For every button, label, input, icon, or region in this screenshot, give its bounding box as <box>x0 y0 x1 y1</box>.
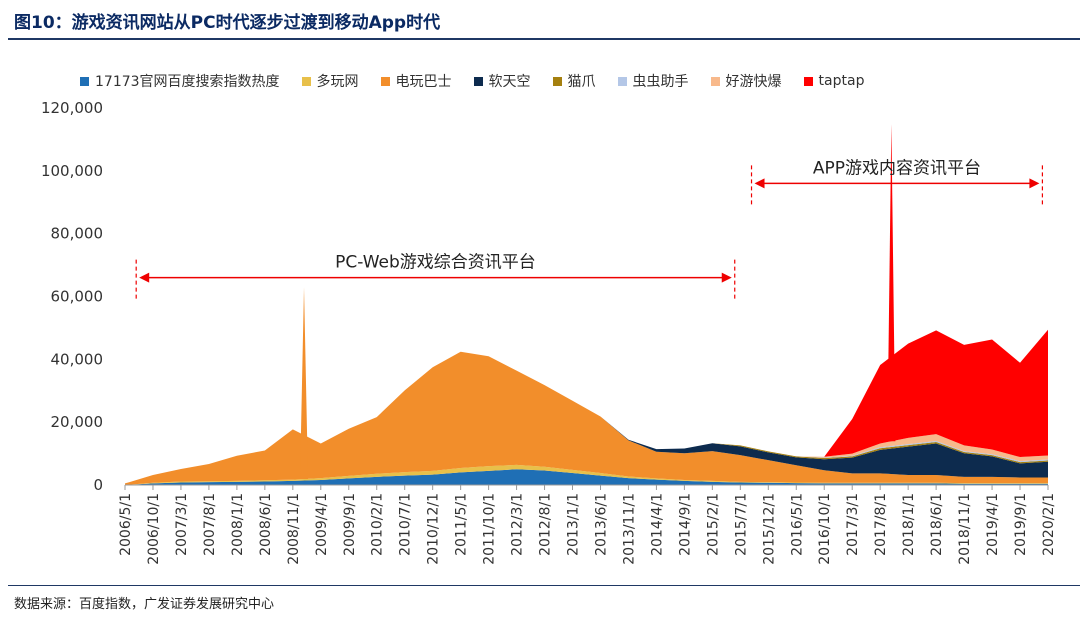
x-tick-label: 2019/4/1 <box>985 493 1001 556</box>
legend-label: taptap <box>818 73 865 89</box>
legend-label: 虫虫助手 <box>632 74 689 90</box>
legend-swatch <box>380 76 390 86</box>
x-tick-label: 2010/7/1 <box>398 493 414 556</box>
source-divider <box>8 585 1080 586</box>
x-tick-label: 2015/2/1 <box>705 493 721 556</box>
x-tick-label: 2013/1/1 <box>566 493 582 556</box>
x-tick-label: 2018/6/1 <box>929 493 945 556</box>
legend-item: 电玩巴士 <box>380 71 452 91</box>
x-tick-label: 2007/3/1 <box>174 493 190 556</box>
x-tick-label: 2009/4/1 <box>314 493 330 556</box>
x-tick-label: 2018/11/1 <box>957 493 973 565</box>
x-tick-label: 2008/1/1 <box>230 493 246 556</box>
x-tick-label: 2016/5/1 <box>789 493 805 556</box>
x-tick-label: 2012/8/1 <box>538 493 554 556</box>
legend-item: 虫虫助手 <box>617 71 689 91</box>
title-divider <box>8 38 1080 40</box>
legend-label: 好游快爆 <box>725 74 782 90</box>
legend-label: 猫爪 <box>567 74 596 90</box>
x-tick-label: 2006/5/1 <box>118 493 134 556</box>
annotation-arrowhead <box>139 272 150 283</box>
x-tick-label: 2014/9/1 <box>677 493 693 556</box>
legend-item: 好游快爆 <box>710 71 782 91</box>
chart-title: 图10：游戏资讯网站从PC时代逐步过渡到移动App时代 <box>14 13 441 33</box>
legend-item: 17173官网百度搜索指数热度 <box>80 71 280 91</box>
legend-label: 软天空 <box>488 74 531 90</box>
x-tick-label: 2009/9/1 <box>342 493 358 556</box>
x-tick-label: 2006/10/1 <box>146 493 162 565</box>
x-tick-label: 2012/3/1 <box>510 493 526 556</box>
x-tick-label: 2011/5/1 <box>454 493 470 556</box>
area-series-0 <box>125 469 1048 485</box>
annotation-label: PC-Web游戏综合资讯平台 <box>335 253 536 273</box>
legend-swatch <box>301 76 311 86</box>
legend-item: 多玩网 <box>301 71 359 91</box>
area-series-3 <box>125 351 1048 484</box>
y-tick-label: 0 <box>93 476 103 494</box>
x-tick-label: 2007/8/1 <box>202 493 218 556</box>
chart-legend: 17173官网百度搜索指数热度 多玩网 电玩巴士 软天空 猫爪 虫虫助手 好游快爆 tapta… <box>80 71 886 91</box>
x-tick-label: 2013/6/1 <box>593 493 609 556</box>
legend-label: 电玩巴士 <box>395 74 452 90</box>
legend-swatch <box>80 76 89 86</box>
legend-swatch <box>710 76 720 86</box>
spike-mark <box>300 287 309 480</box>
y-tick-label: 40,000 <box>51 350 104 368</box>
legend-swatch <box>803 76 813 86</box>
annotation-arrowhead <box>721 272 732 283</box>
x-tick-label: 2017/8/1 <box>873 493 889 556</box>
x-tick-label: 2016/10/1 <box>817 493 833 565</box>
x-tick-label: 2011/10/1 <box>482 493 498 565</box>
annotation-arrowhead <box>1029 178 1040 189</box>
legend-label: 多玩网 <box>316 74 359 90</box>
y-tick-label: 20,000 <box>51 413 104 431</box>
x-tick-label: 2010/2/1 <box>370 493 386 556</box>
data-source-note: 数据来源：百度指数，广发证券发展研究中心 <box>14 597 275 612</box>
legend-item: 猫爪 <box>552 71 596 91</box>
x-tick-label: 2019/9/1 <box>1013 493 1029 556</box>
y-tick-label: 60,000 <box>51 288 104 306</box>
x-tick-label: 2015/12/1 <box>761 493 777 565</box>
legend-item: 软天空 <box>473 71 531 91</box>
area-series-7 <box>125 329 1048 484</box>
y-tick-label: 80,000 <box>51 225 104 243</box>
x-tick-label: 2013/11/1 <box>621 493 637 565</box>
legend-label: 17173官网百度搜索指数热度 <box>95 74 280 90</box>
spike-mark <box>887 123 896 442</box>
x-tick-label: 2018/1/1 <box>901 493 917 556</box>
x-tick-label: 2014/4/1 <box>649 493 665 556</box>
x-tick-label: 2010/12/1 <box>426 493 442 565</box>
legend-item: taptap <box>803 71 865 91</box>
area-series-2 <box>125 351 1048 485</box>
y-tick-label: 100,000 <box>41 162 103 180</box>
legend-swatch <box>617 76 627 86</box>
legend-swatch <box>552 76 562 86</box>
x-tick-label: 2008/11/1 <box>286 493 302 565</box>
x-tick-label: 2020/2/1 <box>1041 493 1057 556</box>
annotation-arrowhead <box>754 178 765 189</box>
legend-swatch <box>473 76 483 86</box>
y-tick-label: 120,000 <box>41 99 103 117</box>
x-tick-label: 2015/7/1 <box>733 493 749 556</box>
annotation-label: APP游戏内容资讯平台 <box>813 158 981 178</box>
x-tick-label: 2008/6/1 <box>258 493 274 556</box>
x-tick-label: 2017/3/1 <box>845 493 861 556</box>
